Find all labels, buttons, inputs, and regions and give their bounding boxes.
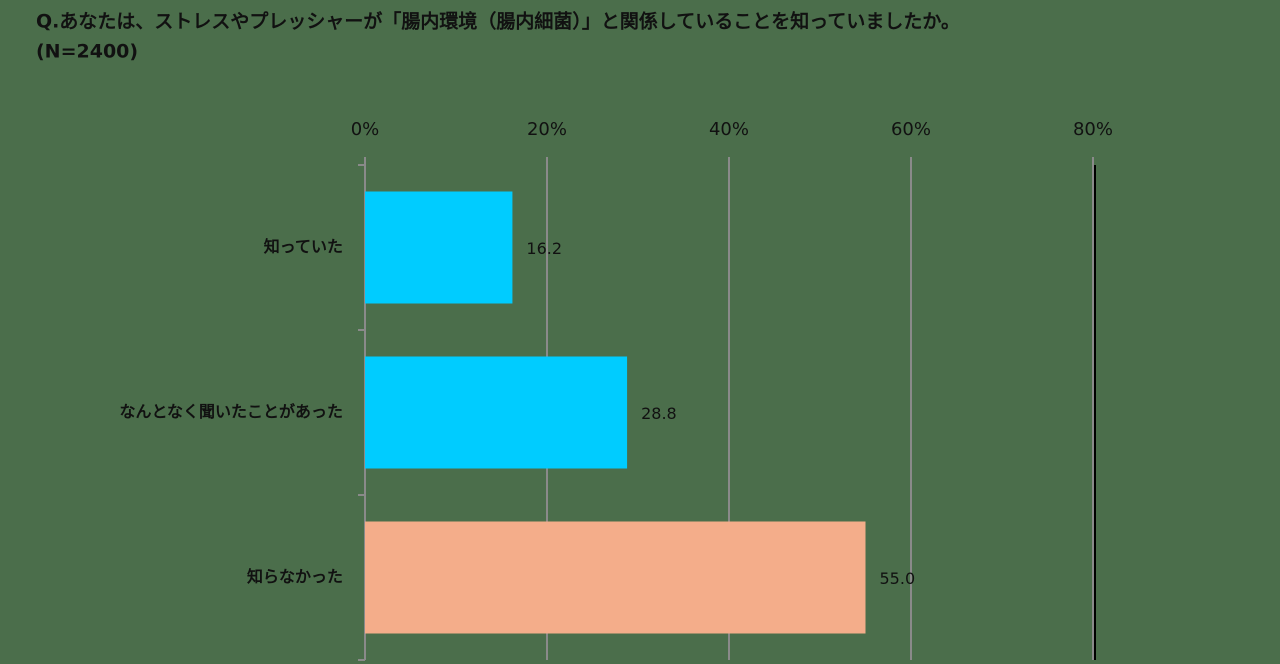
- value-label: 55.0: [880, 569, 916, 588]
- value-label: 28.8: [641, 404, 677, 423]
- y-tick-label: なんとなく聞いたことがあった: [119, 402, 343, 421]
- y-tick-label: 知らなかった: [247, 567, 343, 586]
- chart-title: Q.あなたは、ストレスやプレッシャーが「腸内環境（腸内細菌）」と関係していること…: [36, 10, 960, 33]
- x-tick-label: 0%: [351, 119, 380, 140]
- chart-subtitle: (N=2400): [36, 41, 138, 63]
- x-tick-label: 40%: [709, 119, 749, 140]
- x-tick-label: 20%: [527, 119, 567, 140]
- bar: [365, 521, 866, 634]
- x-tick-label: 80%: [1073, 119, 1113, 140]
- bar: [365, 356, 628, 469]
- y-tick-label: 知っていた: [264, 237, 343, 256]
- bar: [365, 191, 513, 304]
- x-tick-label: 60%: [891, 119, 931, 140]
- value-label: 16.2: [526, 239, 562, 258]
